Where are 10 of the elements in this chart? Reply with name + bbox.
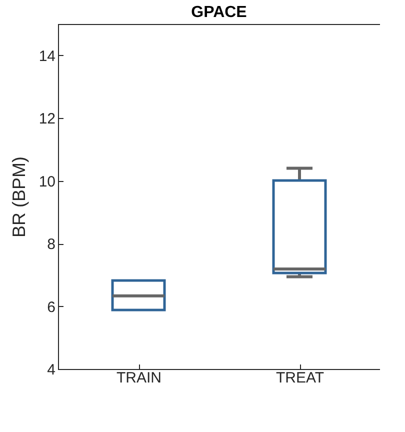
chart-title: GPACE (191, 4, 248, 21)
y-tick-label: 12 (38, 110, 56, 128)
y-tick-label: 14 (38, 48, 56, 65)
y-tick-label: 6 (47, 298, 56, 316)
x-tick-label: TREAT (276, 370, 324, 386)
y-tick-label: 4 (47, 362, 56, 378)
x-tick-label: TRAIN (116, 370, 162, 386)
y-tick-label: 10 (38, 173, 56, 190)
y-axis-title: BR (BPM) (8, 156, 29, 238)
y-tick-label: 8 (47, 236, 56, 254)
